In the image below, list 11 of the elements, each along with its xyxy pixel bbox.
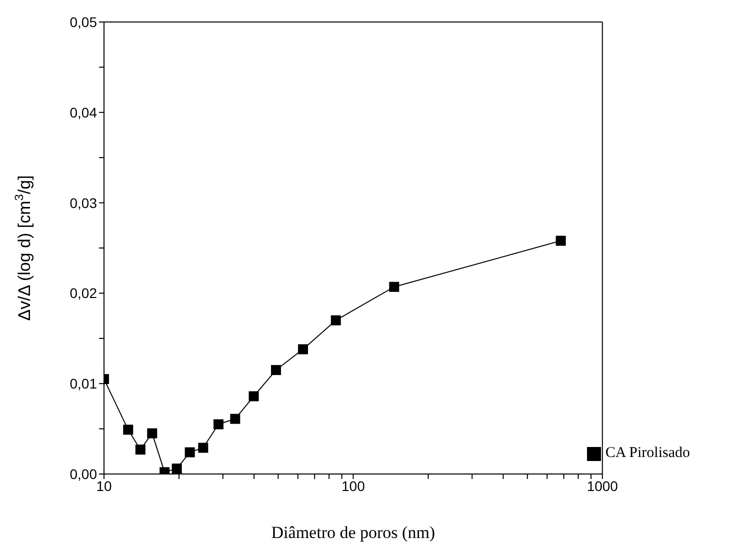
y-tick-label: 0,03 <box>70 194 98 211</box>
legend-label: CA Pirolisado <box>605 445 690 461</box>
x-axis-title: Diâmetro de poros (nm) <box>271 523 436 542</box>
y-tick-label: 0,05 <box>70 14 98 30</box>
x-tick-label: 1000 <box>586 478 618 494</box>
y-tick-label: 0,02 <box>70 285 98 302</box>
y-tick-label: 0,04 <box>70 104 98 120</box>
y-tick-label: 0,01 <box>70 376 98 392</box>
x-tick-label: 10 <box>96 478 112 494</box>
y-tick-label: 0,00 <box>70 466 98 482</box>
x-tick-label: 100 <box>342 478 366 494</box>
